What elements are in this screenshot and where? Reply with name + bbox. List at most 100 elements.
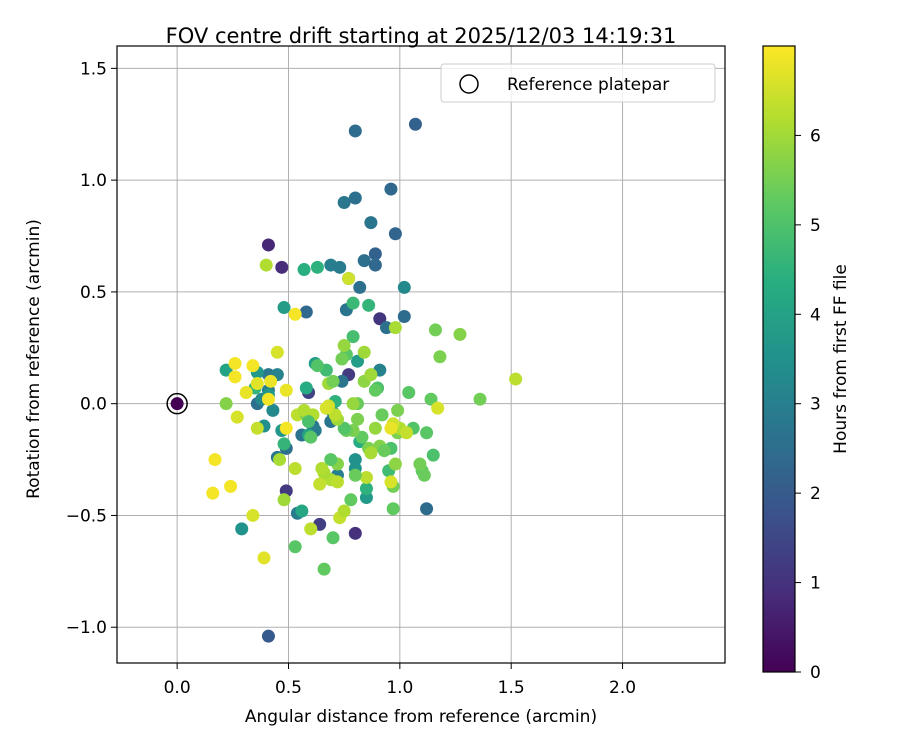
data-point bbox=[337, 504, 351, 518]
data-point bbox=[388, 321, 402, 335]
data-point bbox=[375, 408, 389, 422]
colorbar-tick-label: 1 bbox=[810, 574, 821, 594]
data-point bbox=[431, 401, 445, 415]
x-axis-label: Angular distance from reference (arcmin) bbox=[245, 707, 597, 727]
data-point bbox=[246, 359, 260, 373]
data-point bbox=[335, 374, 349, 388]
data-point bbox=[357, 345, 371, 359]
y-tick-label: 1.0 bbox=[80, 171, 107, 191]
colorbar-frame bbox=[762, 45, 796, 673]
reference-platepar-marker bbox=[166, 392, 188, 415]
y-tick-label: −1.0 bbox=[66, 618, 107, 638]
data-point bbox=[273, 453, 287, 467]
data-point bbox=[250, 377, 264, 391]
data-point bbox=[319, 401, 333, 415]
data-point bbox=[377, 444, 391, 458]
data-point bbox=[364, 216, 378, 230]
data-point bbox=[344, 493, 358, 507]
x-axis-ticks: 0.0 0.5 1.0 1.5 2.0 bbox=[164, 663, 636, 698]
y-tick-label: 0.5 bbox=[80, 283, 107, 303]
data-point bbox=[368, 421, 382, 435]
data-point bbox=[348, 191, 362, 205]
data-point bbox=[277, 437, 291, 451]
colorbar-label: Hours from first FF file bbox=[831, 264, 851, 454]
data-point bbox=[351, 412, 365, 426]
data-point bbox=[230, 410, 244, 424]
data-point bbox=[397, 309, 411, 323]
data-point bbox=[364, 368, 378, 382]
data-point bbox=[326, 531, 340, 545]
y-tick-label: 1.5 bbox=[80, 59, 107, 79]
data-point bbox=[279, 383, 293, 397]
x-tick-label: 2.0 bbox=[609, 678, 636, 698]
colorbar-tick-label: 2 bbox=[810, 484, 821, 504]
data-point bbox=[208, 453, 222, 467]
data-point bbox=[359, 491, 373, 505]
data-point bbox=[359, 470, 373, 484]
data-point bbox=[264, 374, 278, 388]
data-point bbox=[317, 562, 331, 576]
data-point bbox=[337, 421, 351, 435]
data-point bbox=[333, 260, 347, 274]
data-point bbox=[261, 238, 275, 252]
data-point bbox=[228, 356, 242, 370]
colorbar-ticks: 0 1 2 3 4 5 6 bbox=[795, 126, 821, 683]
data-point bbox=[417, 468, 431, 482]
data-point bbox=[384, 421, 398, 435]
data-point bbox=[170, 397, 184, 411]
data-point bbox=[379, 321, 393, 335]
grid-lines bbox=[117, 46, 725, 663]
chart-title: FOV centre drift starting at 2025/12/03 … bbox=[166, 24, 677, 48]
data-point bbox=[420, 502, 434, 516]
x-tick-label: 1.5 bbox=[498, 678, 525, 698]
data-point bbox=[384, 182, 398, 196]
data-point bbox=[388, 227, 402, 241]
data-point bbox=[277, 301, 291, 315]
data-point bbox=[428, 323, 442, 337]
data-point bbox=[433, 350, 447, 364]
data-point bbox=[357, 254, 371, 268]
data-point bbox=[235, 522, 249, 536]
colorbar-tick-label: 6 bbox=[810, 126, 821, 146]
data-point bbox=[261, 392, 275, 406]
data-point bbox=[257, 551, 271, 565]
data-point bbox=[295, 504, 309, 518]
data-point bbox=[279, 421, 293, 435]
data-point bbox=[342, 271, 356, 285]
data-point bbox=[270, 345, 284, 359]
data-point bbox=[346, 330, 360, 344]
data-point bbox=[346, 397, 360, 411]
x-tick-label: 0.0 bbox=[164, 678, 191, 698]
data-point bbox=[299, 305, 313, 319]
data-point bbox=[368, 247, 382, 261]
data-point bbox=[348, 453, 362, 467]
plot-frame bbox=[116, 45, 726, 664]
x-tick-label: 0.5 bbox=[275, 678, 302, 698]
data-point bbox=[304, 522, 318, 536]
data-point bbox=[302, 415, 316, 429]
data-point bbox=[335, 352, 349, 366]
data-point bbox=[509, 372, 523, 386]
data-point bbox=[384, 475, 398, 489]
data-point bbox=[330, 475, 344, 489]
data-point bbox=[288, 462, 302, 476]
data-point bbox=[337, 339, 351, 353]
data-point bbox=[373, 312, 387, 326]
y-tick-label: 0.0 bbox=[80, 395, 107, 415]
data-point bbox=[228, 370, 242, 384]
colorbar-gradient bbox=[763, 46, 795, 672]
data-point bbox=[368, 383, 382, 397]
data-point bbox=[304, 430, 318, 444]
colorbar-tick-label: 4 bbox=[810, 305, 821, 325]
data-point bbox=[400, 426, 414, 440]
data-point bbox=[310, 260, 324, 274]
data-point bbox=[402, 386, 416, 400]
data-points bbox=[166, 117, 523, 643]
legend-label: Reference platepar bbox=[507, 75, 669, 95]
data-point bbox=[324, 453, 338, 467]
data-point bbox=[259, 258, 273, 272]
data-point bbox=[408, 117, 422, 131]
data-point bbox=[299, 381, 313, 395]
data-point bbox=[288, 540, 302, 554]
